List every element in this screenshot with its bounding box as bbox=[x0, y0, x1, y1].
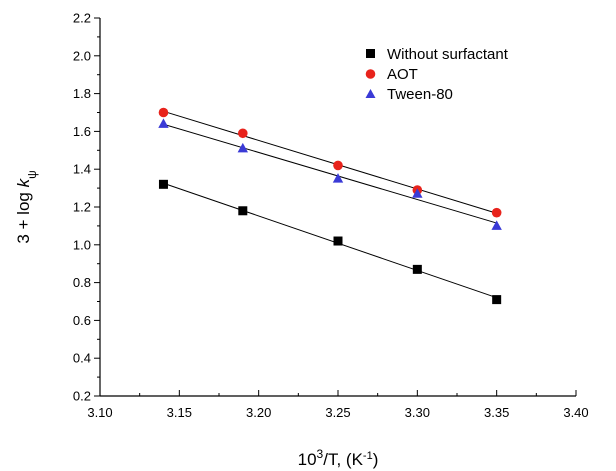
y-tick-label: 2.2 bbox=[73, 11, 91, 26]
data-point-square bbox=[412, 264, 422, 274]
y-axis-title: 3 + log kψ bbox=[14, 170, 39, 243]
x-tick-label: 3.30 bbox=[405, 405, 430, 420]
x-tick-label: 3.10 bbox=[87, 405, 112, 420]
x-tick-label: 3.20 bbox=[246, 405, 271, 420]
x-ticks: 3.10 3.15 3.20 3.25 3.30 3.35 3.40 bbox=[87, 390, 589, 420]
data-point-triangle bbox=[332, 173, 344, 183]
y-tick-label: 2.0 bbox=[73, 48, 91, 63]
y-ticks: 0.2 0.4 0.6 0.8 1.0 1.2 1.4 1.6 1.8 2.0 2.2 bbox=[73, 11, 100, 404]
data-point-square bbox=[492, 295, 502, 305]
y-tick-label: 0.6 bbox=[73, 313, 91, 328]
y-tick-label: 1.8 bbox=[73, 86, 91, 101]
legend-marker-circle bbox=[365, 69, 376, 79]
plot-area bbox=[99, 18, 576, 397]
y-tick-label: 1.0 bbox=[73, 237, 91, 252]
legend-marker-triangle bbox=[365, 89, 376, 98]
data-point-triangle bbox=[491, 220, 502, 230]
data-point-triangle bbox=[412, 188, 423, 198]
data-point-triangle bbox=[158, 118, 169, 128]
x-tick-label: 3.40 bbox=[563, 405, 588, 420]
data-point-square bbox=[333, 236, 343, 246]
data-point-square bbox=[158, 179, 168, 189]
legend-label-tween-80: Tween-80 bbox=[387, 86, 453, 103]
legend-marker-square bbox=[366, 49, 375, 58]
y-tick-label: 0.2 bbox=[73, 389, 91, 404]
x-tick-label: 3.15 bbox=[167, 405, 192, 420]
y-tick-label: 0.4 bbox=[73, 351, 91, 366]
data-point-square bbox=[238, 206, 248, 216]
fit-line bbox=[163, 110, 497, 214]
data-point-circle bbox=[491, 207, 502, 218]
data-point-circle bbox=[333, 160, 343, 171]
fit-line bbox=[163, 182, 497, 299]
fit-line bbox=[163, 123, 497, 224]
legend-label-without-surfactant: Without surfactant bbox=[387, 46, 509, 63]
x-tick-label: 3.35 bbox=[484, 405, 509, 420]
y-tick-label: 1.4 bbox=[73, 162, 91, 177]
data-point-triangle bbox=[237, 142, 248, 153]
data-markers bbox=[158, 107, 502, 305]
data-point-circle bbox=[158, 107, 169, 118]
x-axis-title: 103/T, (K-1) bbox=[298, 447, 379, 469]
fit-lines bbox=[163, 110, 497, 299]
y-tick-label: 1.6 bbox=[73, 124, 91, 139]
data-point-circle bbox=[238, 128, 248, 139]
x-tick-label: 3.25 bbox=[325, 405, 350, 420]
y-tick-label: 0.8 bbox=[73, 275, 91, 290]
y-tick-label: 1.2 bbox=[73, 200, 91, 215]
legend-label-aot: AOT bbox=[387, 66, 418, 83]
legend: Without surfactant AOT Tween-80 bbox=[365, 46, 509, 103]
